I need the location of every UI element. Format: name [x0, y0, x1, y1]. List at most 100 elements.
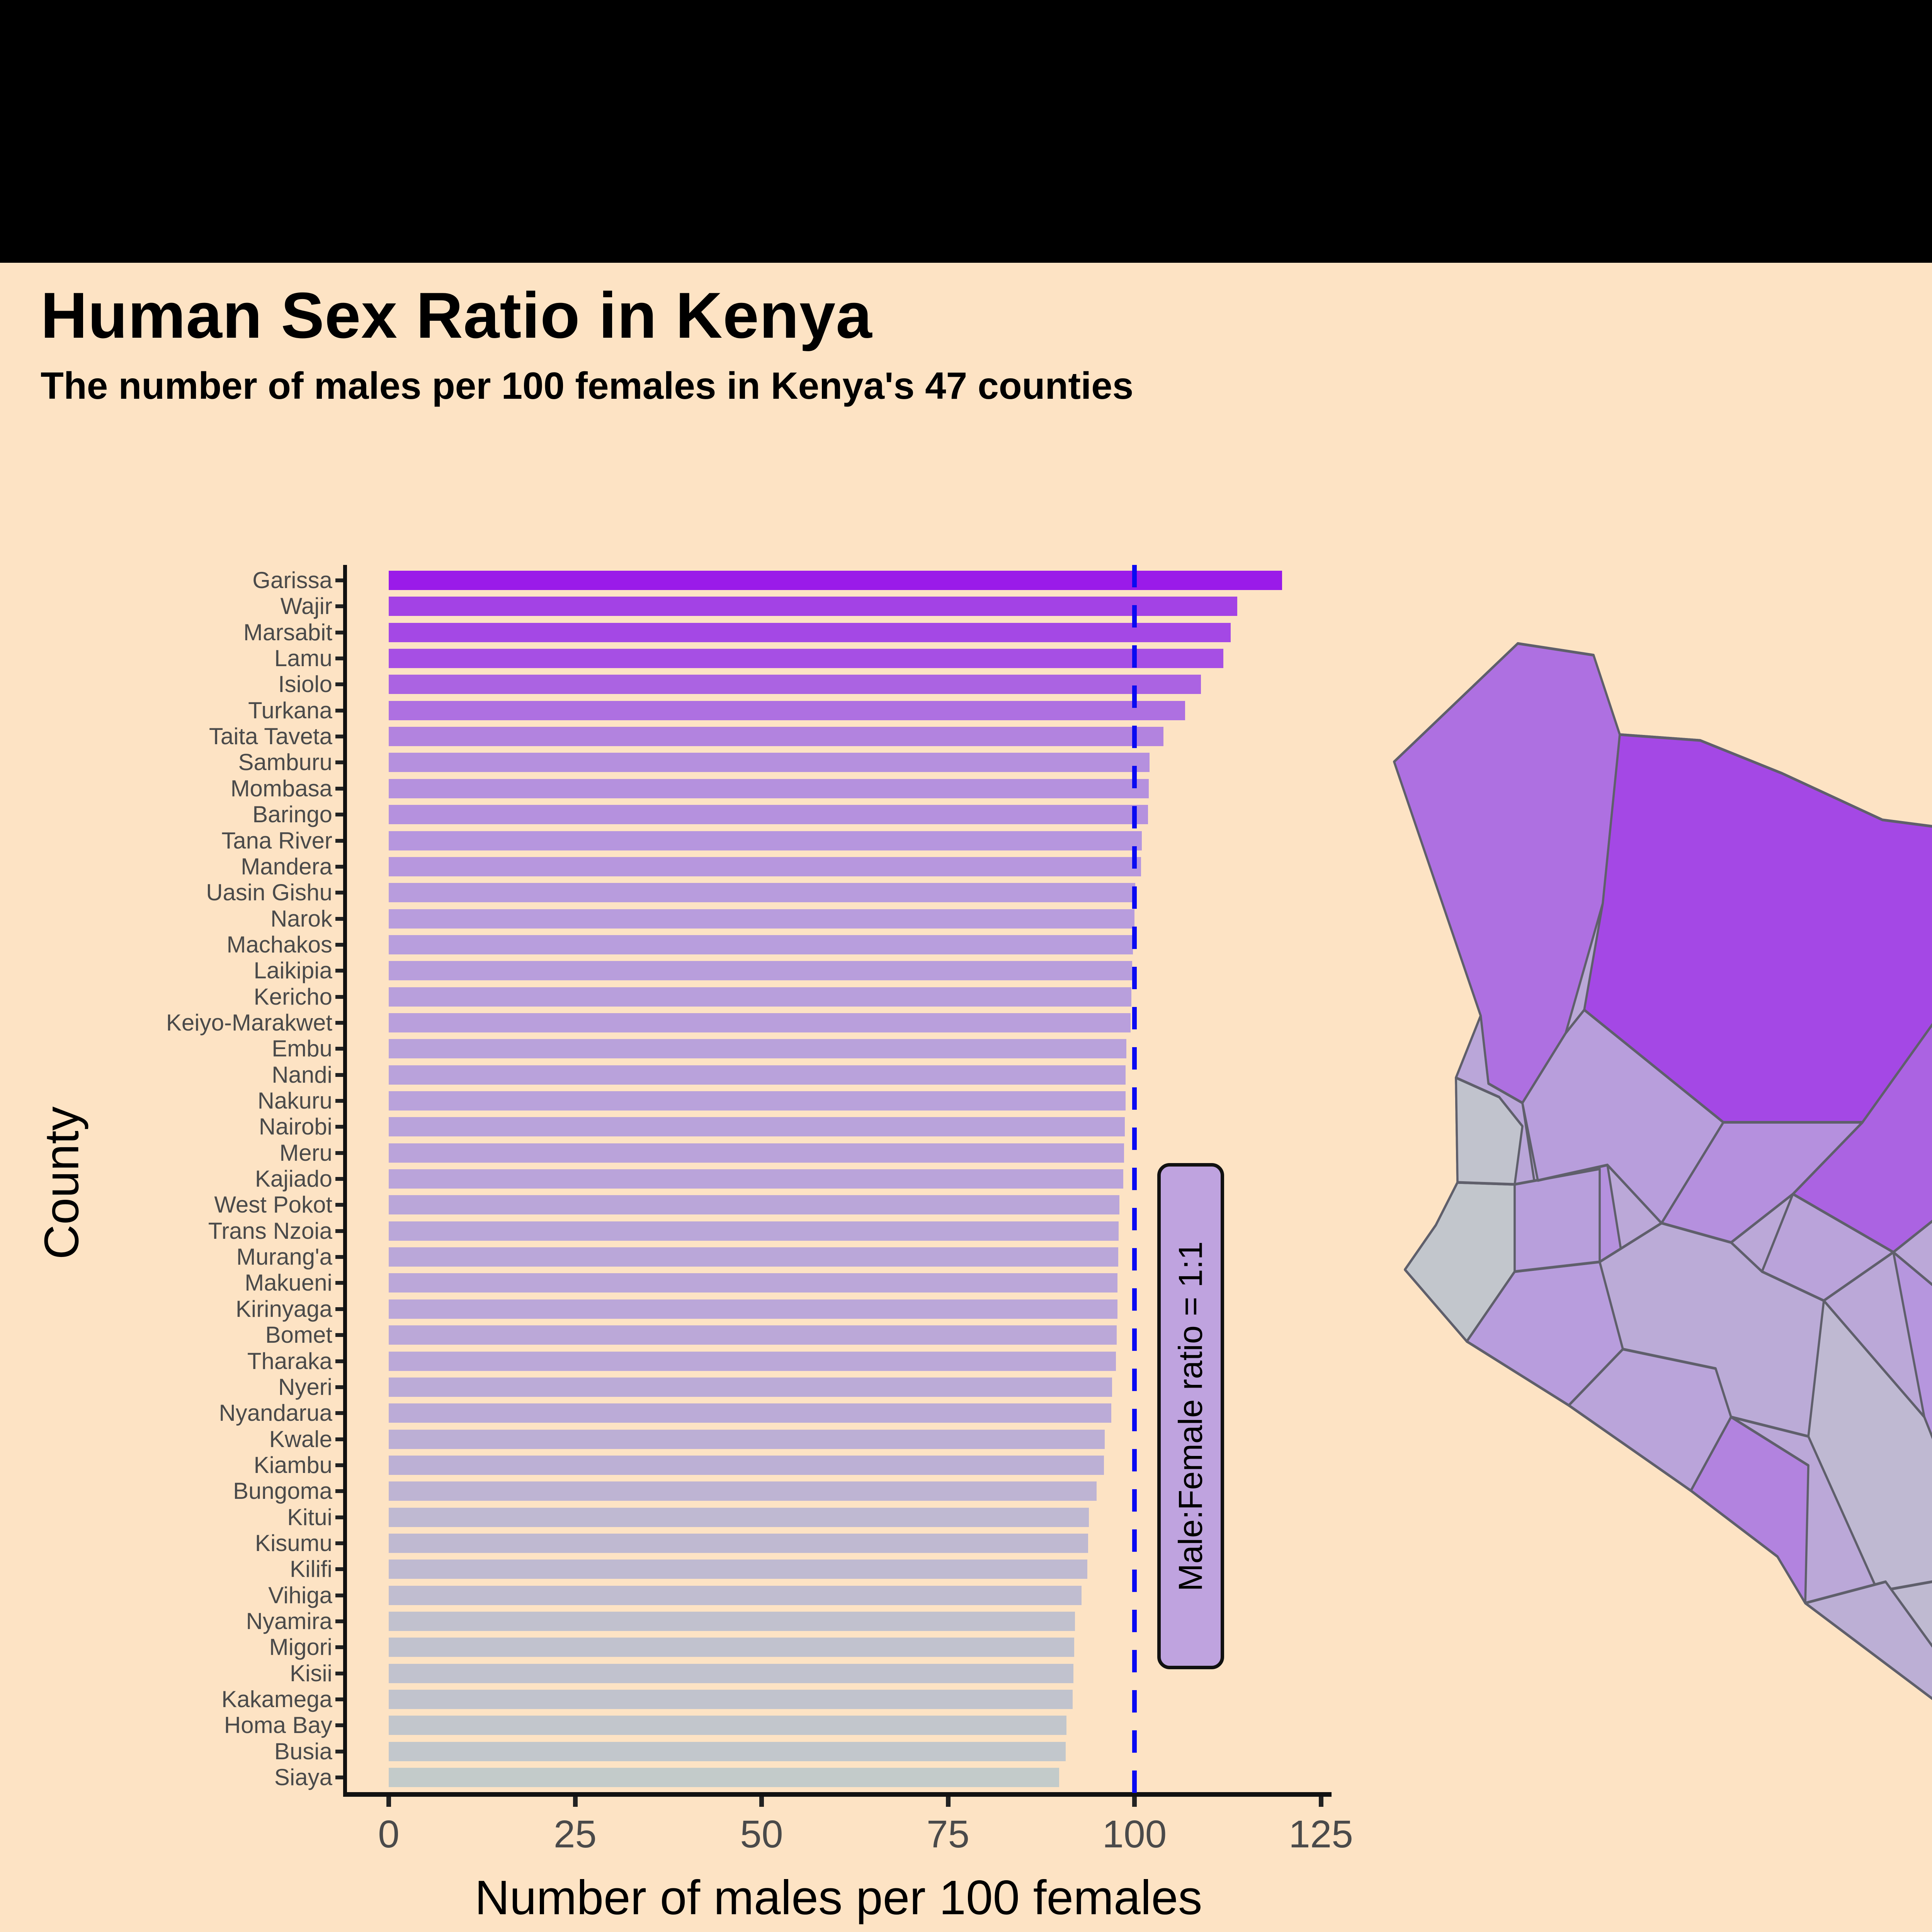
bar-busia	[389, 1742, 1066, 1761]
county-label-kwale: Kwale	[269, 1426, 332, 1452]
y-tick	[335, 1203, 343, 1207]
bar-bungoma	[389, 1481, 1097, 1501]
county-label-wajir: Wajir	[280, 593, 332, 619]
bar-keiyo-marakwet	[389, 1013, 1131, 1032]
y-tick	[335, 1229, 343, 1233]
x-tick-0	[386, 1797, 391, 1807]
county-label-laikipia: Laikipia	[253, 957, 332, 984]
x-tick-125	[1318, 1797, 1323, 1807]
bar-kericho	[389, 987, 1131, 1007]
bar-embu	[389, 1039, 1126, 1059]
county-label-homa-bay: Homa Bay	[224, 1712, 332, 1738]
annotation-label: Male:Female ratio = 1:1	[1172, 1241, 1209, 1591]
bar-chart-panel: Garissa Wajir Marsabit Lamu Isiolo Turkana Tai…	[0, 263, 1932, 1932]
county-label-nyandarua: Nyandarua	[219, 1400, 332, 1426]
bar-kakamega	[389, 1690, 1073, 1709]
bar-nakuru	[389, 1091, 1126, 1111]
county-label-bungoma: Bungoma	[233, 1478, 332, 1504]
y-tick	[335, 1567, 343, 1571]
x-tick-label-125: 125	[1289, 1813, 1353, 1856]
county-label-kisumu: Kisumu	[255, 1530, 332, 1556]
y-tick	[335, 864, 343, 869]
county-label-embu: Embu	[272, 1036, 332, 1062]
y-tick	[335, 578, 343, 582]
x-tick-label-25: 25	[553, 1813, 597, 1856]
y-tick	[335, 1385, 343, 1389]
bar-marsabit	[389, 622, 1231, 642]
county-label-kisii: Kisii	[289, 1660, 332, 1686]
bar-laikipia	[389, 961, 1132, 981]
y-tick	[335, 786, 343, 791]
bar-narok	[389, 909, 1134, 929]
county-label-murang-a: Murang'a	[236, 1244, 332, 1270]
bar-siaya	[389, 1768, 1059, 1787]
y-tick	[335, 1593, 343, 1597]
x-tick-25	[573, 1797, 578, 1807]
y-tick	[335, 760, 343, 765]
county-label-baringo: Baringo	[252, 801, 332, 828]
county-label-kakamega: Kakamega	[221, 1686, 332, 1713]
county-label-nakuru: Nakuru	[257, 1088, 332, 1114]
county-label-nyeri: Nyeri	[278, 1374, 332, 1400]
bar-baringo	[389, 805, 1148, 825]
y-tick	[335, 682, 343, 687]
county-label-nandi: Nandi	[272, 1061, 332, 1088]
x-tick-label-0: 0	[378, 1813, 400, 1856]
y-tick	[335, 1255, 343, 1259]
county-label-kirinyaga: Kirinyaga	[235, 1296, 332, 1322]
map-region-nyeri	[1599, 1221, 1825, 1438]
y-tick	[335, 1749, 343, 1753]
county-label-mombasa: Mombasa	[230, 775, 332, 801]
county-label-busia: Busia	[274, 1738, 332, 1764]
x-tick-label-100: 100	[1102, 1813, 1167, 1856]
county-label-kericho: Kericho	[253, 983, 332, 1010]
county-label-isiolo: Isiolo	[278, 671, 332, 697]
y-tick	[335, 1671, 343, 1675]
bar-trans-nzoia	[389, 1221, 1119, 1241]
y-tick	[335, 995, 343, 999]
bar-tana-river	[389, 831, 1142, 850]
chart-title: Human Sex Ratio in Kenya	[41, 279, 872, 352]
y-tick	[335, 1359, 343, 1363]
y-tick	[335, 1463, 343, 1467]
county-label-vihiga: Vihiga	[268, 1582, 332, 1608]
y-tick	[335, 1645, 343, 1650]
y-tick	[335, 1307, 343, 1311]
y-tick	[335, 942, 343, 947]
bar-kwale	[389, 1429, 1105, 1449]
chart-subtitle: The number of males per 100 females in K…	[41, 364, 1134, 407]
bar-murang-a	[389, 1247, 1118, 1267]
y-tick	[335, 1411, 343, 1415]
y-tick	[335, 1099, 343, 1103]
county-label-west-pokot: West Pokot	[214, 1192, 332, 1218]
map-region-laikipia	[1521, 1009, 1725, 1225]
bar-kirinyaga	[389, 1299, 1117, 1319]
bar-kilifi	[389, 1560, 1087, 1579]
plot-background: Human Sex Ratio in Kenya The number of m…	[0, 263, 1932, 1932]
county-label-taita-taveta: Taita Taveta	[209, 723, 332, 750]
kenya-choropleth-map	[1393, 642, 1932, 1700]
bar-machakos	[389, 935, 1133, 954]
county-label-makueni: Makueni	[245, 1270, 332, 1296]
bar-turkana	[389, 701, 1185, 720]
bar-nyeri	[389, 1377, 1112, 1397]
y-tick	[335, 1697, 343, 1702]
county-label-kiambu: Kiambu	[253, 1452, 332, 1478]
y-tick	[335, 1151, 343, 1155]
y-tick	[335, 656, 343, 661]
bar-lamu	[389, 649, 1223, 668]
county-label-kitui: Kitui	[287, 1504, 332, 1530]
bar-wajir	[389, 597, 1237, 616]
bar-nyamira	[389, 1612, 1075, 1631]
county-label-garissa: Garissa	[252, 567, 332, 593]
bar-mandera	[389, 857, 1141, 876]
bar-makueni	[389, 1273, 1117, 1293]
x-tick-75	[946, 1797, 951, 1807]
bar-nyandarua	[389, 1403, 1111, 1423]
county-label-tharaka: Tharaka	[247, 1348, 332, 1374]
map-region-tana-river	[1892, 1251, 1932, 1440]
county-label-siaya: Siaya	[274, 1764, 332, 1791]
y-axis-title: County	[35, 1106, 89, 1260]
map-region-kericho	[1514, 1167, 1601, 1273]
